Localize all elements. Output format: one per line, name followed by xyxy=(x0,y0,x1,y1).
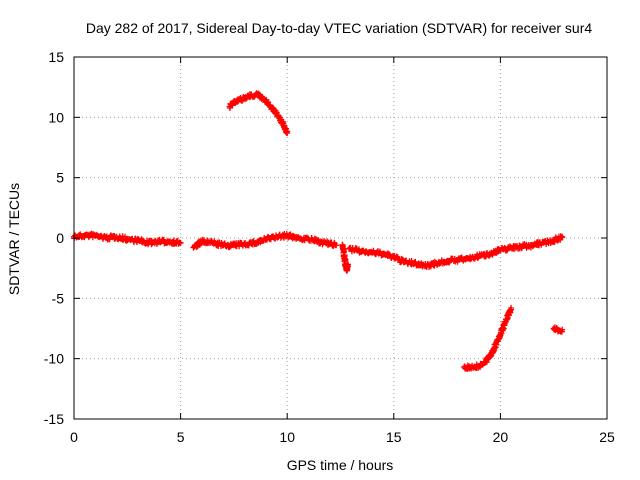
data-point xyxy=(344,261,351,268)
series-dip-12.7 xyxy=(339,241,352,274)
x-tick-label: 0 xyxy=(70,429,78,445)
y-tick-label: 0 xyxy=(56,230,64,246)
data-point xyxy=(284,130,291,137)
data-layer xyxy=(71,90,566,372)
y-tick-label: 10 xyxy=(48,109,64,125)
x-tick-label: 15 xyxy=(386,429,402,445)
data-point xyxy=(559,326,566,333)
x-tick-label: 20 xyxy=(493,429,509,445)
y-tick-label: -10 xyxy=(44,351,64,367)
tick-layer: 0 5 10 15 20 25 -15 -10 -5 0 5 10 15 xyxy=(44,49,615,445)
y-tick-label: -5 xyxy=(52,290,65,306)
x-tick-label: 10 xyxy=(279,429,295,445)
series-short-22.6 xyxy=(550,324,566,335)
series-arc-lower xyxy=(461,304,515,372)
series-main-band-3 xyxy=(346,233,566,270)
chart-title: Day 282 of 2017, Sidereal Day-to-day VTE… xyxy=(86,20,592,36)
data-point xyxy=(333,242,340,249)
data-point xyxy=(508,304,515,311)
y-axis-label: SDTVAR / TECUs xyxy=(6,183,22,295)
data-point xyxy=(559,233,566,240)
data-point xyxy=(177,239,184,246)
x-axis-label: GPS time / hours xyxy=(287,457,394,473)
x-tick-label: 5 xyxy=(177,429,185,445)
y-tick-label: 5 xyxy=(56,170,64,186)
series-arc-upper xyxy=(226,90,291,137)
y-tick-label: -15 xyxy=(44,411,64,427)
series-main-band-2 xyxy=(190,230,340,251)
x-tick-label: 25 xyxy=(599,429,615,445)
y-tick-label: 15 xyxy=(48,49,64,65)
